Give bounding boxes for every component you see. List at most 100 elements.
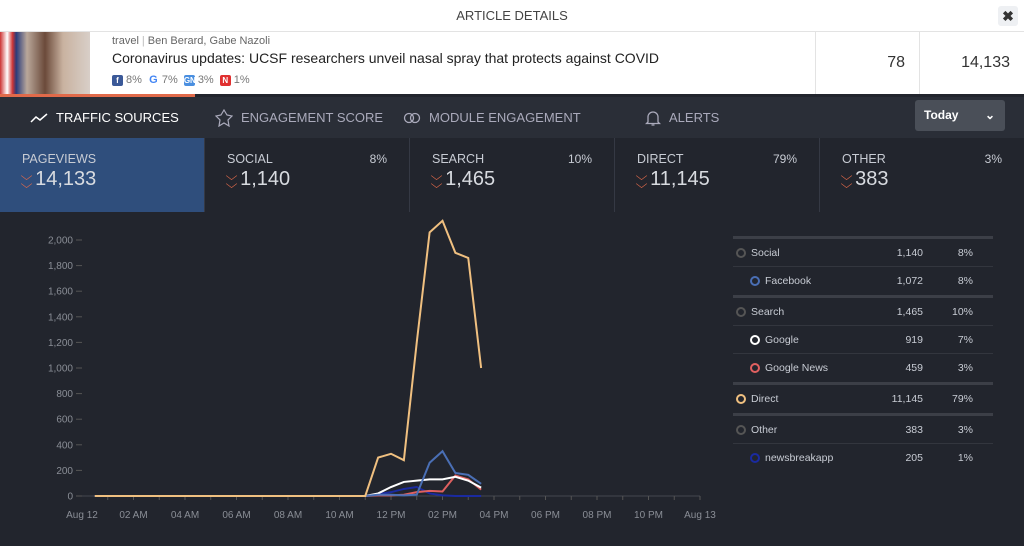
tab-engagement-score[interactable]: ENGAGEMENT SCORE bbox=[215, 97, 383, 138]
legend-divider bbox=[733, 382, 993, 385]
legend-count: 205 bbox=[905, 452, 923, 464]
y-tick-label: 2,000 bbox=[48, 236, 73, 247]
share-percent: 1% bbox=[233, 74, 250, 86]
legend-count: 1,072 bbox=[896, 275, 923, 287]
legend-row-other[interactable]: Other 383 3% bbox=[733, 416, 993, 444]
tab-alerts[interactable]: ALERTS bbox=[645, 97, 719, 138]
legend-row-social[interactable]: Social 1,140 8% bbox=[733, 239, 993, 267]
trend-down-icon: ⌵ ⌵ bbox=[840, 168, 853, 191]
legend-percent: 8% bbox=[957, 247, 973, 259]
google-news-icon: GN bbox=[183, 74, 196, 86]
progress-bar bbox=[0, 94, 195, 97]
y-tick-label: 400 bbox=[56, 440, 73, 451]
x-tick-label: 10 AM bbox=[325, 510, 353, 521]
trend-down-icon: ⌵ ⌵ bbox=[430, 168, 443, 191]
y-tick-label: 1,400 bbox=[48, 312, 73, 323]
legend-row-direct[interactable]: Direct 11,145 79% bbox=[733, 385, 993, 413]
stat-value-wrap: ⌵ ⌵ 11,145 bbox=[636, 168, 819, 191]
legend-divider bbox=[733, 295, 993, 298]
y-tick-label: 1,600 bbox=[48, 287, 73, 298]
share-percent: 3% bbox=[197, 74, 214, 86]
legend-row-search[interactable]: Search 1,465 10% bbox=[733, 298, 993, 326]
stat-percent: 8% bbox=[369, 152, 387, 166]
bell-icon bbox=[645, 110, 661, 126]
rings-icon bbox=[403, 112, 421, 123]
stat-label: SEARCH bbox=[432, 152, 485, 166]
stat-other[interactable]: OTHER 3% ⌵ ⌵ 383 bbox=[820, 138, 1024, 212]
tab-label: ENGAGEMENT SCORE bbox=[241, 110, 384, 125]
legend-count: 383 bbox=[905, 424, 923, 436]
legend-row-google-news[interactable]: Google News 459 3% bbox=[733, 354, 993, 382]
legend-row-newsbreakapp[interactable]: newsbreakapp 205 1% bbox=[733, 444, 993, 472]
article-stat-1: 78 bbox=[815, 32, 919, 94]
stat-social[interactable]: SOCIAL 8% ⌵ ⌵ 1,140 bbox=[205, 138, 410, 212]
x-tick-label: 08 PM bbox=[583, 510, 612, 521]
stat-percent: 10% bbox=[567, 152, 592, 166]
legend-percent: 10% bbox=[951, 306, 973, 318]
stat-value: 383 bbox=[855, 168, 889, 190]
date-range-select[interactable]: Today ⌄ bbox=[915, 100, 1005, 131]
traffic-legend: Social 1,140 8% Facebook 1,072 8% Search 1,465 1… bbox=[733, 236, 993, 472]
legend-divider bbox=[733, 236, 993, 239]
legend-percent: 8% bbox=[957, 275, 973, 287]
tab-bar: TRAFFIC SOURCES ENGAGEMENT SCORE MODULE … bbox=[0, 97, 1024, 138]
x-tick-label: 06 PM bbox=[531, 510, 560, 521]
stat-percent: 3% bbox=[984, 152, 1002, 166]
tab-label: TRAFFIC SOURCES bbox=[56, 110, 179, 125]
article-authors: Ben Berard, Gabe Nazoli bbox=[147, 35, 271, 47]
stat-value: 11,145 bbox=[650, 168, 710, 190]
close-icon[interactable]: ✖ bbox=[998, 6, 1018, 26]
legend-percent: 3% bbox=[957, 362, 973, 374]
legend-toggle-icon[interactable] bbox=[750, 335, 760, 345]
trend-down-icon: ⌵ ⌵ bbox=[20, 168, 33, 191]
stat-search[interactable]: SEARCH 10% ⌵ ⌵ 1,465 bbox=[410, 138, 615, 212]
dialog-title-bar: ARTICLE DETAILS ✖ bbox=[0, 0, 1024, 32]
facebook-icon: f bbox=[112, 74, 123, 86]
legend-percent: 79% bbox=[951, 393, 973, 405]
legend-name: Other bbox=[751, 424, 778, 436]
y-tick-label: 0 bbox=[67, 492, 73, 503]
traffic-chart: 0 200 400 600 800 1,000 1,200 1,400 1,600 1,800 2,… bbox=[48, 219, 716, 521]
x-tick-label: 06 AM bbox=[222, 510, 250, 521]
legend-count: 919 bbox=[905, 334, 923, 346]
tab-traffic-sources[interactable]: TRAFFIC SOURCES bbox=[30, 97, 179, 138]
legend-name: Google bbox=[765, 334, 799, 346]
stat-pageviews[interactable]: PAGEVIEWS ⌵ ⌵ 14,133 bbox=[0, 138, 205, 212]
legend-toggle-icon[interactable] bbox=[750, 453, 760, 463]
stat-label: SOCIAL bbox=[227, 152, 273, 166]
article-section[interactable]: travel bbox=[112, 35, 139, 47]
legend-row-facebook[interactable]: Facebook 1,072 8% bbox=[733, 267, 993, 295]
star-badge-icon bbox=[215, 108, 233, 127]
stat-value-wrap: ⌵ ⌵ 1,140 bbox=[225, 168, 409, 191]
legend-toggle-icon[interactable] bbox=[736, 248, 746, 258]
x-tick-label: 02 PM bbox=[428, 510, 457, 521]
legend-row-google[interactable]: Google 919 7% bbox=[733, 326, 993, 354]
legend-count: 11,145 bbox=[891, 393, 923, 405]
legend-count: 459 bbox=[905, 362, 923, 374]
stat-value-wrap: ⌵ ⌵ 383 bbox=[840, 168, 1024, 191]
legend-toggle-icon[interactable] bbox=[736, 394, 746, 404]
legend-count: 1,465 bbox=[896, 306, 923, 318]
series-line-facebook bbox=[94, 449, 482, 497]
x-tick-label: 04 PM bbox=[480, 510, 509, 521]
legend-toggle-icon[interactable] bbox=[736, 425, 746, 435]
article-headline[interactable]: Coronavirus updates: UCSF researchers un… bbox=[112, 50, 660, 66]
legend-percent: 3% bbox=[957, 424, 973, 436]
legend-toggle-icon[interactable] bbox=[750, 276, 760, 286]
x-tick-label: 08 AM bbox=[274, 510, 302, 521]
trend-down-icon: ⌵ ⌵ bbox=[225, 168, 238, 191]
stat-direct[interactable]: DIRECT 79% ⌵ ⌵ 11,145 bbox=[615, 138, 820, 212]
x-tick-label: Aug 12 bbox=[66, 510, 98, 521]
trend-icon bbox=[30, 112, 48, 123]
stat-value-wrap: ⌵ ⌵ 14,133 bbox=[20, 168, 204, 191]
legend-count: 1,140 bbox=[896, 247, 923, 259]
y-tick-label: 1,200 bbox=[48, 338, 73, 349]
legend-divider bbox=[733, 413, 993, 416]
x-tick-label: 02 AM bbox=[119, 510, 147, 521]
tab-label: MODULE ENGAGEMENT bbox=[429, 110, 581, 125]
y-tick-label: 1,000 bbox=[48, 364, 73, 375]
legend-toggle-icon[interactable] bbox=[736, 307, 746, 317]
series-line-direct bbox=[94, 219, 483, 497]
legend-toggle-icon[interactable] bbox=[750, 363, 760, 373]
tab-module-engagement[interactable]: MODULE ENGAGEMENT bbox=[403, 97, 581, 138]
